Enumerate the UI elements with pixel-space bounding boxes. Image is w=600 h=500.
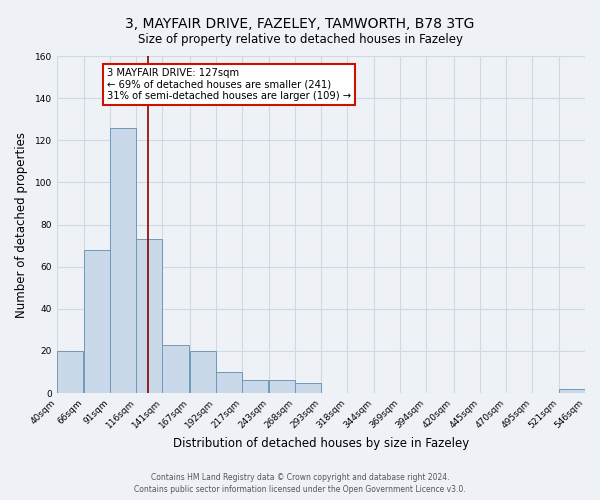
Text: 3, MAYFAIR DRIVE, FAZELEY, TAMWORTH, B78 3TG: 3, MAYFAIR DRIVE, FAZELEY, TAMWORTH, B78… [125,18,475,32]
Text: Size of property relative to detached houses in Fazeley: Size of property relative to detached ho… [137,32,463,46]
Bar [215,372,242,393]
Bar [269,380,295,393]
Bar [136,240,163,393]
Text: Contains HM Land Registry data © Crown copyright and database right 2024.
Contai: Contains HM Land Registry data © Crown c… [134,472,466,494]
Y-axis label: Number of detached properties: Number of detached properties [15,132,28,318]
Text: 3 MAYFAIR DRIVE: 127sqm
← 69% of detached houses are smaller (241)
31% of semi-d: 3 MAYFAIR DRIVE: 127sqm ← 69% of detache… [107,68,352,101]
Bar [242,380,268,393]
X-axis label: Distribution of detached houses by size in Fazeley: Distribution of detached houses by size … [173,437,469,450]
Bar [163,344,188,393]
Bar [110,128,136,393]
Bar [190,351,215,393]
Bar [57,351,83,393]
Bar [295,382,321,393]
Bar [559,389,585,393]
Bar [84,250,110,393]
